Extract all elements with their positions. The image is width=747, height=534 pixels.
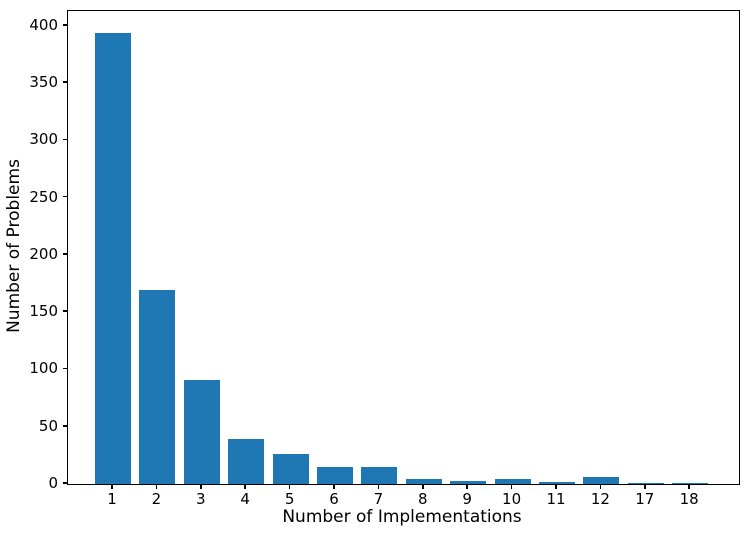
x-tick-mark <box>510 484 513 489</box>
y-tick-label: 400 <box>29 15 58 34</box>
bar <box>539 481 575 484</box>
x-tick-mark <box>422 484 424 489</box>
y-tick-label: 350 <box>29 73 58 92</box>
x-tick-mark <box>377 484 380 489</box>
y-tick-label: 50 <box>38 416 58 435</box>
y-tick-mark <box>63 195 67 198</box>
y-tick-mark <box>63 81 67 83</box>
bar <box>228 439 265 484</box>
y-tick-label: 300 <box>29 130 58 149</box>
x-tick-label: 18 <box>679 490 699 508</box>
x-tick-mark <box>466 484 468 489</box>
y-tick-label: 150 <box>29 302 58 321</box>
x-tick-label: 12 <box>590 490 610 508</box>
bar <box>361 466 398 484</box>
bar <box>672 482 709 484</box>
bar <box>317 466 353 484</box>
x-tick-mark <box>200 484 202 489</box>
x-tick-label: 3 <box>196 490 206 508</box>
bar <box>494 479 531 484</box>
y-tick-label: 100 <box>29 359 58 378</box>
x-tick-label: 1 <box>107 490 117 508</box>
x-tick-label: 2 <box>151 490 162 508</box>
x-tick-mark <box>555 484 557 489</box>
y-tick-mark <box>63 424 67 427</box>
x-tick-label: 9 <box>462 490 472 508</box>
bar <box>450 480 487 484</box>
y-tick-mark <box>63 253 67 255</box>
bar <box>272 454 309 484</box>
y-axis-label: Number of Problems <box>4 159 24 333</box>
x-tick-label: 10 <box>502 490 522 508</box>
x-tick-mark <box>111 484 113 489</box>
y-tick-label: 200 <box>29 244 58 263</box>
y-tick-mark <box>63 138 67 141</box>
x-tick-mark <box>244 484 246 489</box>
x-tick-label: 4 <box>240 490 250 508</box>
x-tick-mark <box>644 484 646 489</box>
x-tick-label: 5 <box>284 490 295 508</box>
x-tick-mark <box>599 484 602 489</box>
x-tick-label: 17 <box>635 490 655 508</box>
y-tick-mark <box>63 24 67 26</box>
x-tick-label: 7 <box>373 490 384 508</box>
bar <box>183 379 220 484</box>
bar <box>405 479 442 484</box>
x-axis-label: Number of Implementations <box>282 507 522 527</box>
y-tick-mark <box>63 482 67 484</box>
y-tick-label: 0 <box>48 474 58 492</box>
x-tick-label: 8 <box>418 490 428 508</box>
y-tick-mark <box>63 310 67 312</box>
x-tick-label: 11 <box>546 490 566 508</box>
x-tick-mark <box>688 484 690 489</box>
x-tick-mark <box>155 484 158 489</box>
bar <box>95 32 131 484</box>
bar <box>583 477 620 484</box>
y-tick-label: 250 <box>29 187 58 206</box>
bar <box>139 290 176 484</box>
y-tick-mark <box>63 367 67 370</box>
bar <box>627 482 664 484</box>
x-tick-mark <box>288 484 291 489</box>
plot-area <box>67 10 740 485</box>
x-tick-label: 6 <box>329 490 339 508</box>
x-tick-mark <box>333 484 335 489</box>
